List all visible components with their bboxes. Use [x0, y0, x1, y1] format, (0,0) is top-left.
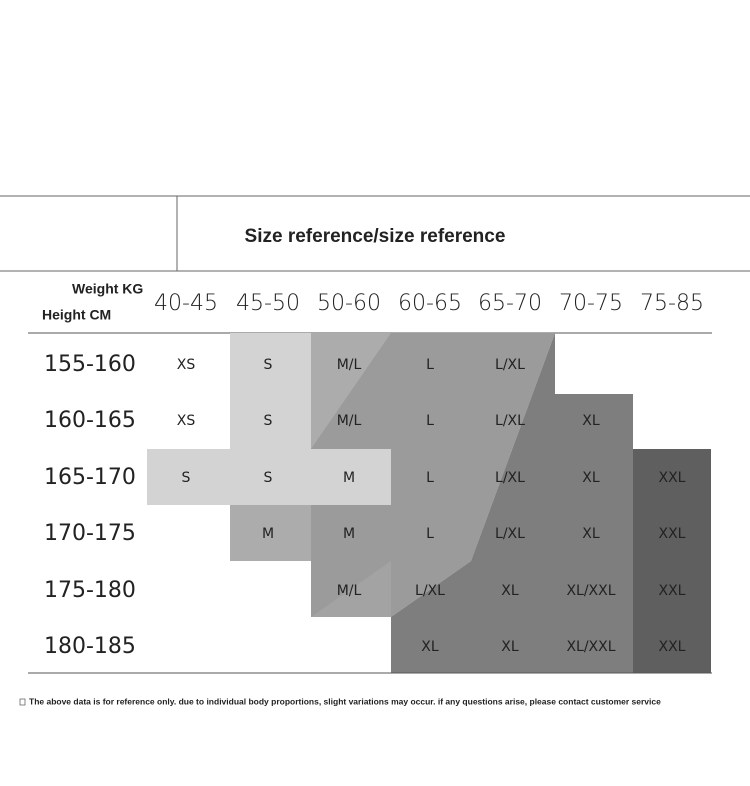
column-header: 65-70 — [478, 291, 542, 316]
size-cell: XL — [582, 526, 600, 542]
size-cell: S — [264, 413, 273, 429]
size-cell: L/XL — [415, 583, 445, 599]
column-header: 50-60 — [317, 291, 381, 316]
row-header: 165-170 — [44, 465, 136, 490]
shade — [633, 449, 711, 673]
shade — [311, 561, 391, 617]
size-cell: XL — [582, 470, 600, 486]
column-header: 45-50 — [236, 291, 300, 316]
size-cell: XL/XXL — [566, 639, 615, 655]
size-cell: XXL — [659, 470, 686, 486]
size-cell: S — [264, 470, 273, 486]
size-cell: L/XL — [495, 526, 525, 542]
size-cell: M/L — [337, 583, 362, 599]
weight-label: Weight KG — [72, 281, 143, 297]
footnote: The above data is for reference only. du… — [29, 696, 661, 706]
height-label: Height CM — [42, 307, 111, 323]
size-cell: M/L — [337, 413, 362, 429]
size-cell: L — [426, 413, 434, 429]
size-cell: L — [426, 470, 434, 486]
row-header: 170-175 — [44, 521, 136, 546]
size-cell: M — [262, 526, 274, 542]
column-header: 60-65 — [398, 291, 462, 316]
size-cell: M/L — [337, 357, 362, 373]
note-icon — [19, 698, 26, 706]
size-cell: XL/XXL — [566, 583, 615, 599]
size-cell: M — [343, 526, 355, 542]
row-header: 155-160 — [44, 352, 136, 377]
size-cell: S — [182, 470, 191, 486]
size-cell: XXL — [659, 526, 686, 542]
shade — [391, 333, 633, 673]
size-cell: XXL — [659, 639, 686, 655]
size-cell: XXL — [659, 583, 686, 599]
size-cell: L — [426, 526, 434, 542]
size-cell: XL — [421, 639, 439, 655]
size-cell: L — [426, 357, 434, 373]
column-header: 75-85 — [640, 291, 704, 316]
size-cell: L/XL — [495, 357, 525, 373]
size-cell: XL — [501, 639, 519, 655]
size-cell: S — [264, 357, 273, 373]
size-cell: XL — [582, 413, 600, 429]
size-cell: XL — [501, 583, 519, 599]
column-header: 40-45 — [154, 291, 218, 316]
size-cell: XS — [177, 357, 196, 373]
size-cell: M — [343, 470, 355, 486]
row-header: 160-165 — [44, 408, 136, 433]
shading — [147, 333, 711, 673]
shade — [311, 333, 555, 617]
size-cell: L/XL — [495, 470, 525, 486]
shade — [230, 505, 311, 561]
size-cell: L/XL — [495, 413, 525, 429]
shade — [147, 333, 391, 505]
size-cell: XS — [177, 413, 196, 429]
column-header: 70-75 — [559, 291, 623, 316]
row-header: 175-180 — [44, 578, 136, 603]
row-header: 180-185 — [44, 634, 136, 659]
title: Size reference/size reference — [245, 226, 506, 247]
